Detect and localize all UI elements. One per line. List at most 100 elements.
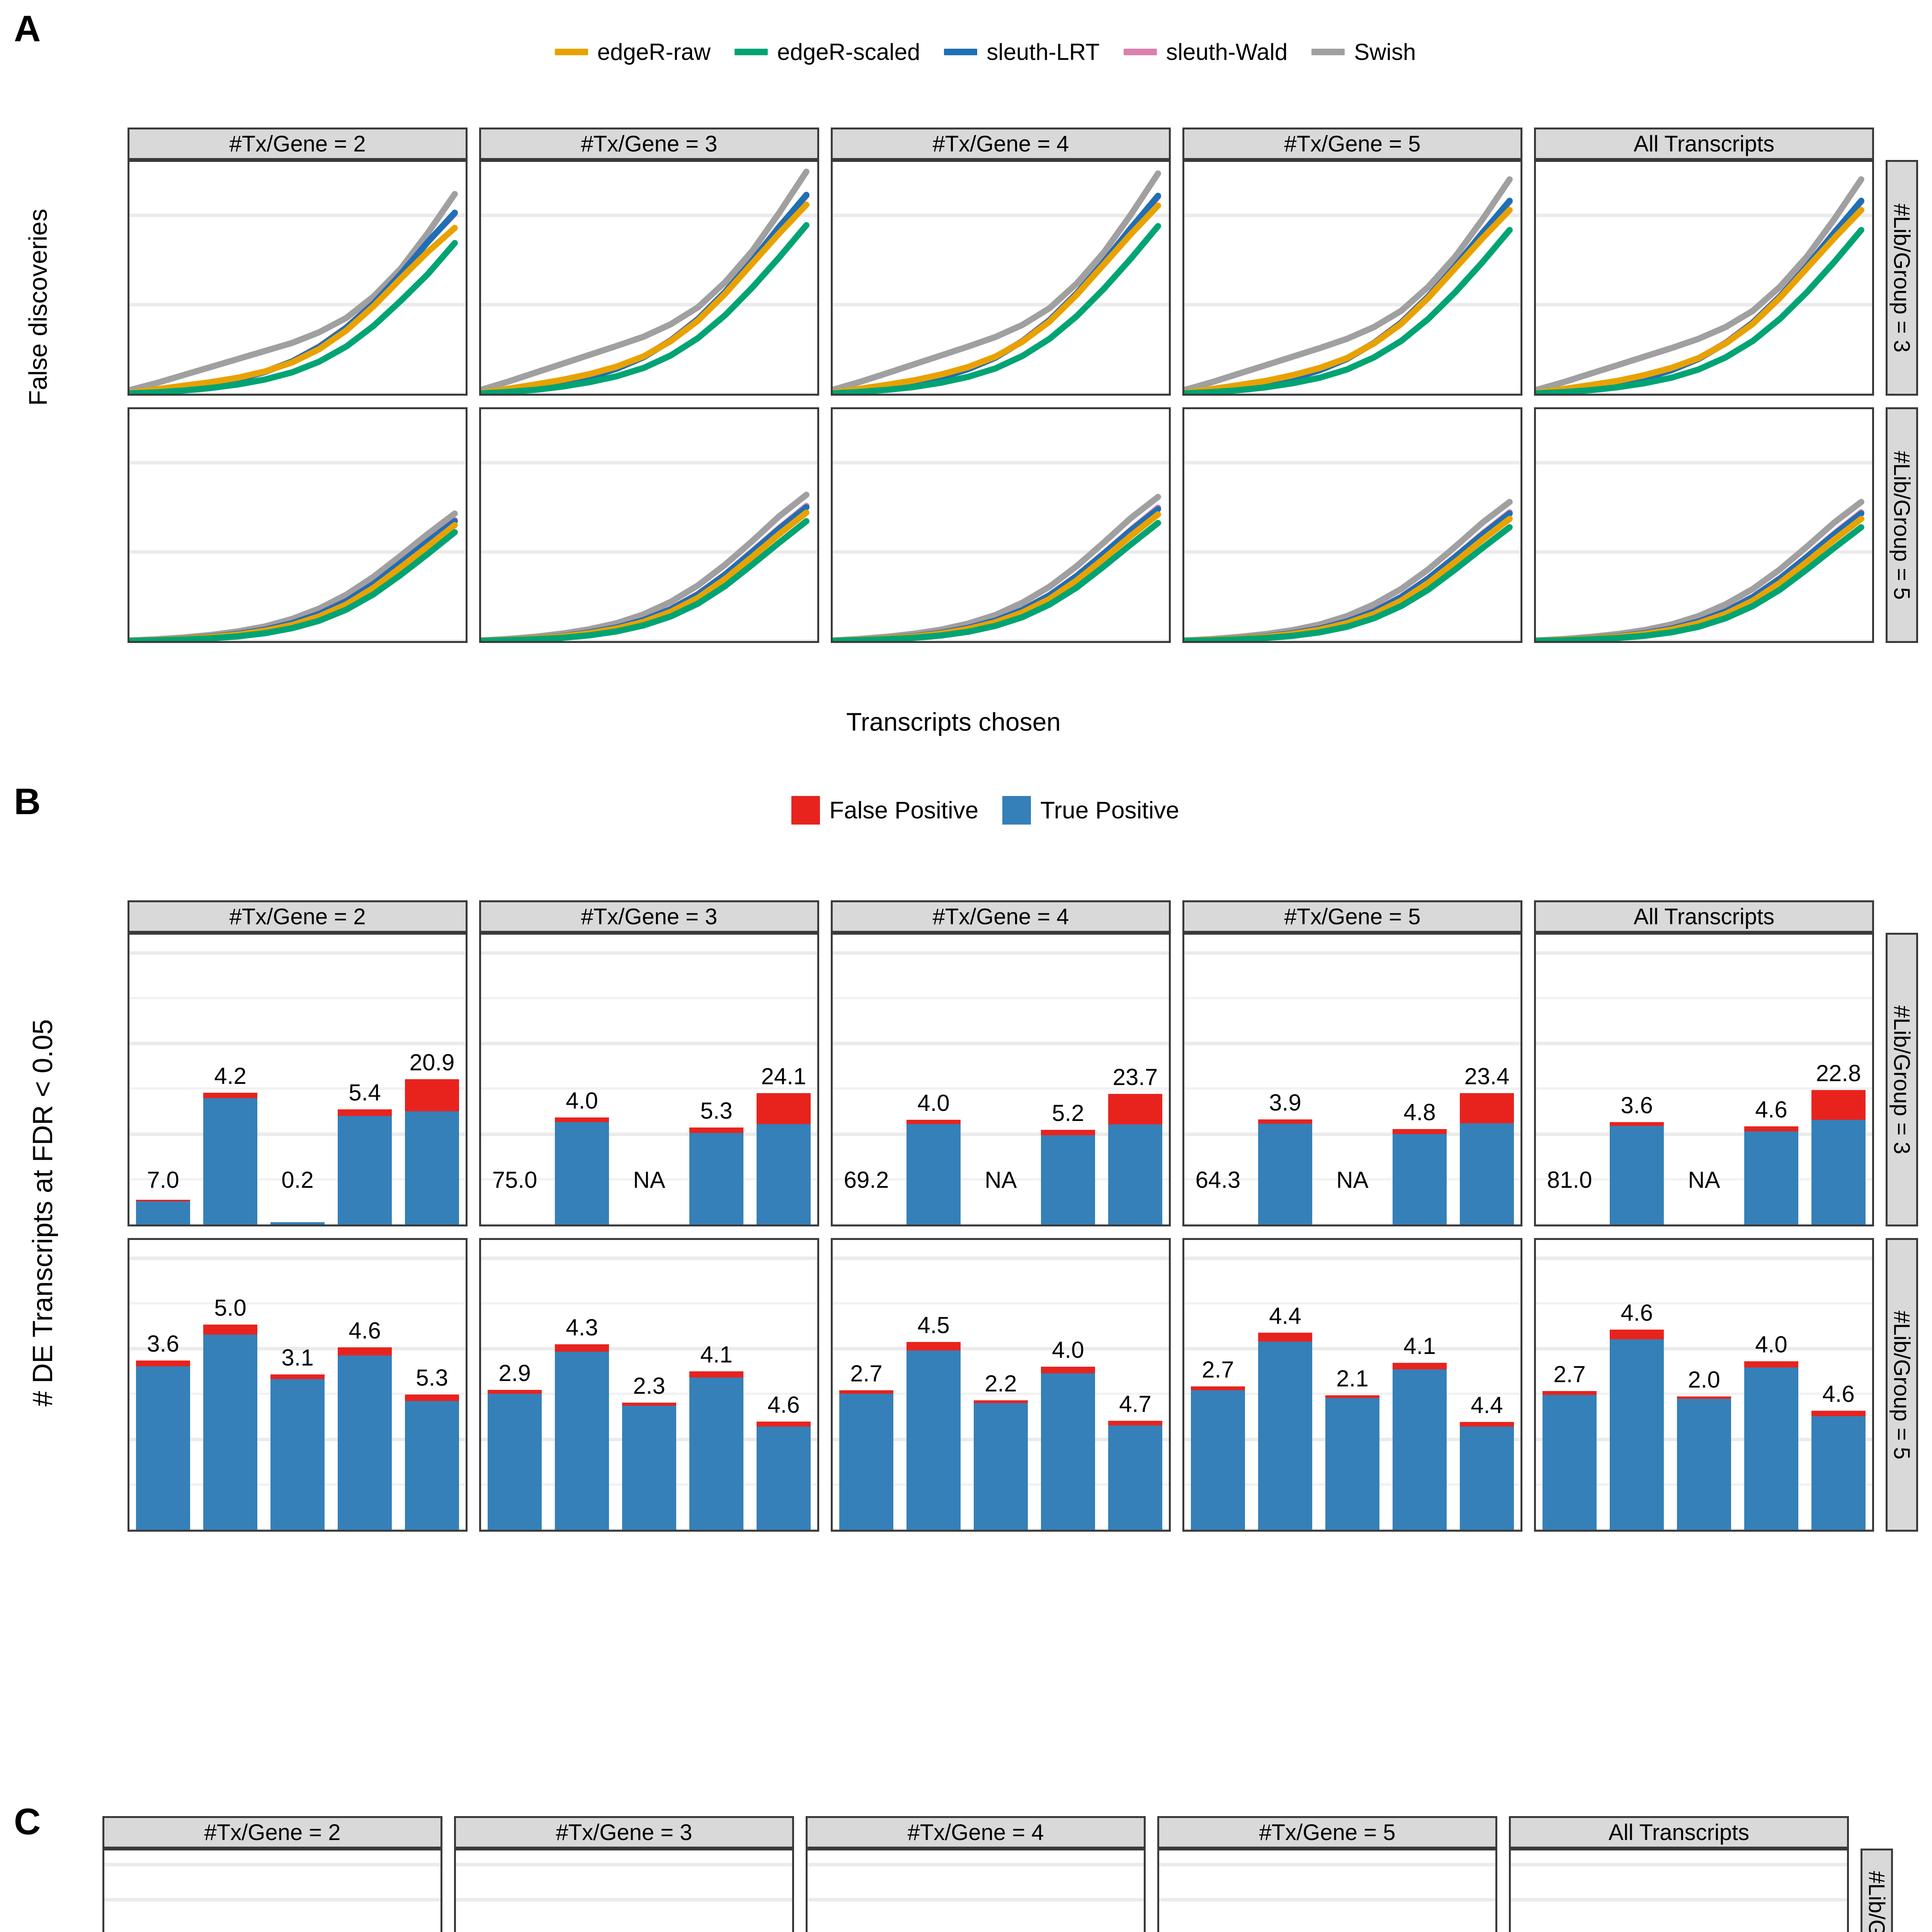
false-positive-segment bbox=[136, 1360, 190, 1366]
gridline-major bbox=[481, 1042, 817, 1046]
line-chart-svg bbox=[1184, 499, 1513, 641]
false-positive-segment bbox=[1811, 1410, 1866, 1416]
legend-item-true-positive: True Positive bbox=[1002, 796, 1179, 825]
gridline-minor bbox=[481, 1302, 817, 1305]
bar-value-label: 2.3 bbox=[633, 1373, 665, 1399]
false-positive-segment bbox=[270, 1374, 325, 1379]
gridline-major bbox=[104, 1863, 440, 1867]
bar-edger-raw bbox=[1543, 1391, 1597, 1530]
panel-a-letter: A bbox=[14, 8, 41, 49]
line-swatch-edger-scaled bbox=[735, 49, 768, 55]
true-positive-segment bbox=[839, 1394, 893, 1530]
facet-cell: 0100020003000 bbox=[1182, 407, 1522, 643]
line-swatch-sleuth-lrt bbox=[944, 49, 978, 55]
panel-c-letter: C bbox=[14, 1801, 41, 1842]
false-positive-segment bbox=[555, 1117, 609, 1122]
gridline-minor bbox=[1184, 997, 1520, 1000]
facet-col-strip: #Tx/Gene = 3 bbox=[479, 900, 819, 933]
gridline-major bbox=[833, 303, 1169, 307]
bar-value-label: 2.7 bbox=[1553, 1361, 1586, 1388]
line-chart-svg bbox=[129, 510, 458, 641]
gridline-major bbox=[1184, 1347, 1520, 1351]
series-line-sleuth-lrt bbox=[833, 192, 1161, 394]
legend-item-edger-raw: edgeR-raw bbox=[554, 39, 711, 65]
false-positive-segment bbox=[203, 1325, 257, 1335]
false-positive-segment bbox=[1393, 1363, 1447, 1370]
gridline-major bbox=[833, 951, 1169, 955]
bar-sleuth-lrt bbox=[974, 1400, 1028, 1530]
false-positive-segment bbox=[1191, 1386, 1245, 1391]
gridline-major bbox=[129, 392, 466, 394]
facet-col-strip: All Transcripts bbox=[1509, 1816, 1849, 1849]
true-positive-segment bbox=[1811, 1416, 1866, 1530]
gridline-major bbox=[833, 1347, 1169, 1351]
series-line-edger-raw bbox=[481, 509, 810, 641]
facet-cell bbox=[831, 160, 1171, 396]
gridline-major bbox=[1536, 1347, 1872, 1351]
gridline-major bbox=[833, 461, 1169, 465]
legend-panel-a: edgeR-raw edgeR-scaled sleuth-LRT sleuth-Wa… bbox=[0, 39, 1932, 65]
bar-value-label: 2.2 bbox=[985, 1370, 1017, 1396]
gridline-major bbox=[1184, 1256, 1520, 1260]
bar-value-label: 22.8 bbox=[1816, 1060, 1861, 1086]
gridline-minor bbox=[129, 1087, 466, 1090]
gridline-major bbox=[129, 1042, 466, 1046]
legend-label: sleuth-Wald bbox=[1166, 39, 1288, 65]
legend-label: True Positive bbox=[1040, 797, 1179, 824]
facet-cell bbox=[1534, 160, 1874, 396]
gridline-minor bbox=[481, 1178, 817, 1180]
facet-row-strip: #Lib/Group = 3 bbox=[1886, 160, 1918, 396]
legend-item-sleuth-lrt: sleuth-LRT bbox=[944, 39, 1100, 65]
false-positive-segment bbox=[1744, 1126, 1798, 1131]
false-positive-segment bbox=[839, 1390, 893, 1394]
series-line-edger-raw bbox=[129, 224, 458, 394]
gridline-major bbox=[1536, 1223, 1872, 1225]
line-chart-svg bbox=[1184, 176, 1513, 394]
series-line-edger-raw bbox=[129, 522, 458, 641]
facet-cell: 2.74.52.24.04.7edgeR-rawedgeR-scaledsleu… bbox=[831, 1238, 1171, 1532]
false-positive-segment bbox=[338, 1347, 392, 1355]
true-positive-segment bbox=[1393, 1134, 1447, 1225]
false-positive-segment bbox=[906, 1119, 961, 1124]
bar-value-label: 5.3 bbox=[416, 1364, 448, 1391]
false-positive-segment bbox=[1744, 1361, 1798, 1368]
bar-value-label: 4.3 bbox=[566, 1314, 598, 1340]
gridline-major bbox=[1184, 639, 1520, 641]
line-chart-svg bbox=[1536, 176, 1864, 394]
facet-col-strip: #Tx/Gene = 2 bbox=[128, 128, 468, 160]
gridline-major bbox=[456, 1863, 792, 1867]
facet-row-strip: #Lib/Group = 5 bbox=[1886, 407, 1918, 643]
gridline-major bbox=[129, 951, 466, 955]
gridline-major bbox=[1184, 1132, 1520, 1136]
bar-value-label: 2.7 bbox=[850, 1360, 883, 1386]
series-line-sleuth-wald bbox=[1184, 198, 1513, 394]
legend-label: sleuth-LRT bbox=[986, 39, 1100, 65]
gridline-minor bbox=[481, 1393, 817, 1395]
gridline-major bbox=[481, 303, 817, 307]
gridline-major bbox=[1184, 392, 1520, 394]
facet-cell: 3.65.03.14.65.30100020003000edgeR-rawedg… bbox=[128, 1238, 468, 1532]
true-positive-segment bbox=[1610, 1339, 1664, 1530]
line-chart-svg bbox=[833, 494, 1161, 641]
line-swatch-sleuth-wald bbox=[1123, 49, 1157, 55]
series-line-edger-raw bbox=[833, 202, 1161, 394]
false-positive-segment bbox=[1108, 1420, 1162, 1426]
gridline-minor bbox=[1536, 1393, 1872, 1395]
bar-sleuth-wald bbox=[1041, 1366, 1095, 1530]
bar-value-label: NA bbox=[633, 1167, 665, 1193]
series-line-edger-raw bbox=[481, 201, 810, 394]
bar-value-label: 5.3 bbox=[700, 1098, 733, 1124]
false-positive-segment bbox=[1393, 1129, 1447, 1134]
gridline-major bbox=[1536, 303, 1872, 307]
panel-b-facet-grid: #Tx/Gene = 2 #Tx/Gene = 3 #Tx/Gene = 4 #Tx/… bbox=[128, 900, 1918, 1532]
bar-value-label: 4.0 bbox=[917, 1090, 950, 1116]
gridline-major bbox=[1536, 639, 1872, 641]
true-positive-segment bbox=[338, 1116, 392, 1225]
bar-value-label: 4.8 bbox=[1403, 1099, 1436, 1125]
bar-value-label: 4.4 bbox=[1471, 1392, 1503, 1418]
facet-cell: 2.74.42.14.14.4edgeR-rawedgeR-scaledsleu… bbox=[1182, 1238, 1522, 1532]
legend-label: edgeR-scaled bbox=[777, 39, 920, 65]
series-line-sleuth-lrt bbox=[129, 209, 458, 394]
true-positive-segment bbox=[203, 1098, 257, 1225]
bar-value-label: 2.1 bbox=[1336, 1365, 1369, 1391]
